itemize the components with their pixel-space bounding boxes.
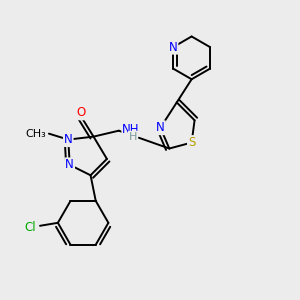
Text: NH: NH [122,123,140,136]
Text: N: N [169,41,178,54]
Text: Cl: Cl [24,221,36,234]
Text: N: N [65,158,74,171]
Text: CH₃: CH₃ [25,129,46,139]
Text: H: H [129,132,137,142]
Text: N: N [156,121,165,134]
Text: S: S [188,136,195,149]
Text: N: N [64,133,73,146]
Text: O: O [76,106,86,119]
